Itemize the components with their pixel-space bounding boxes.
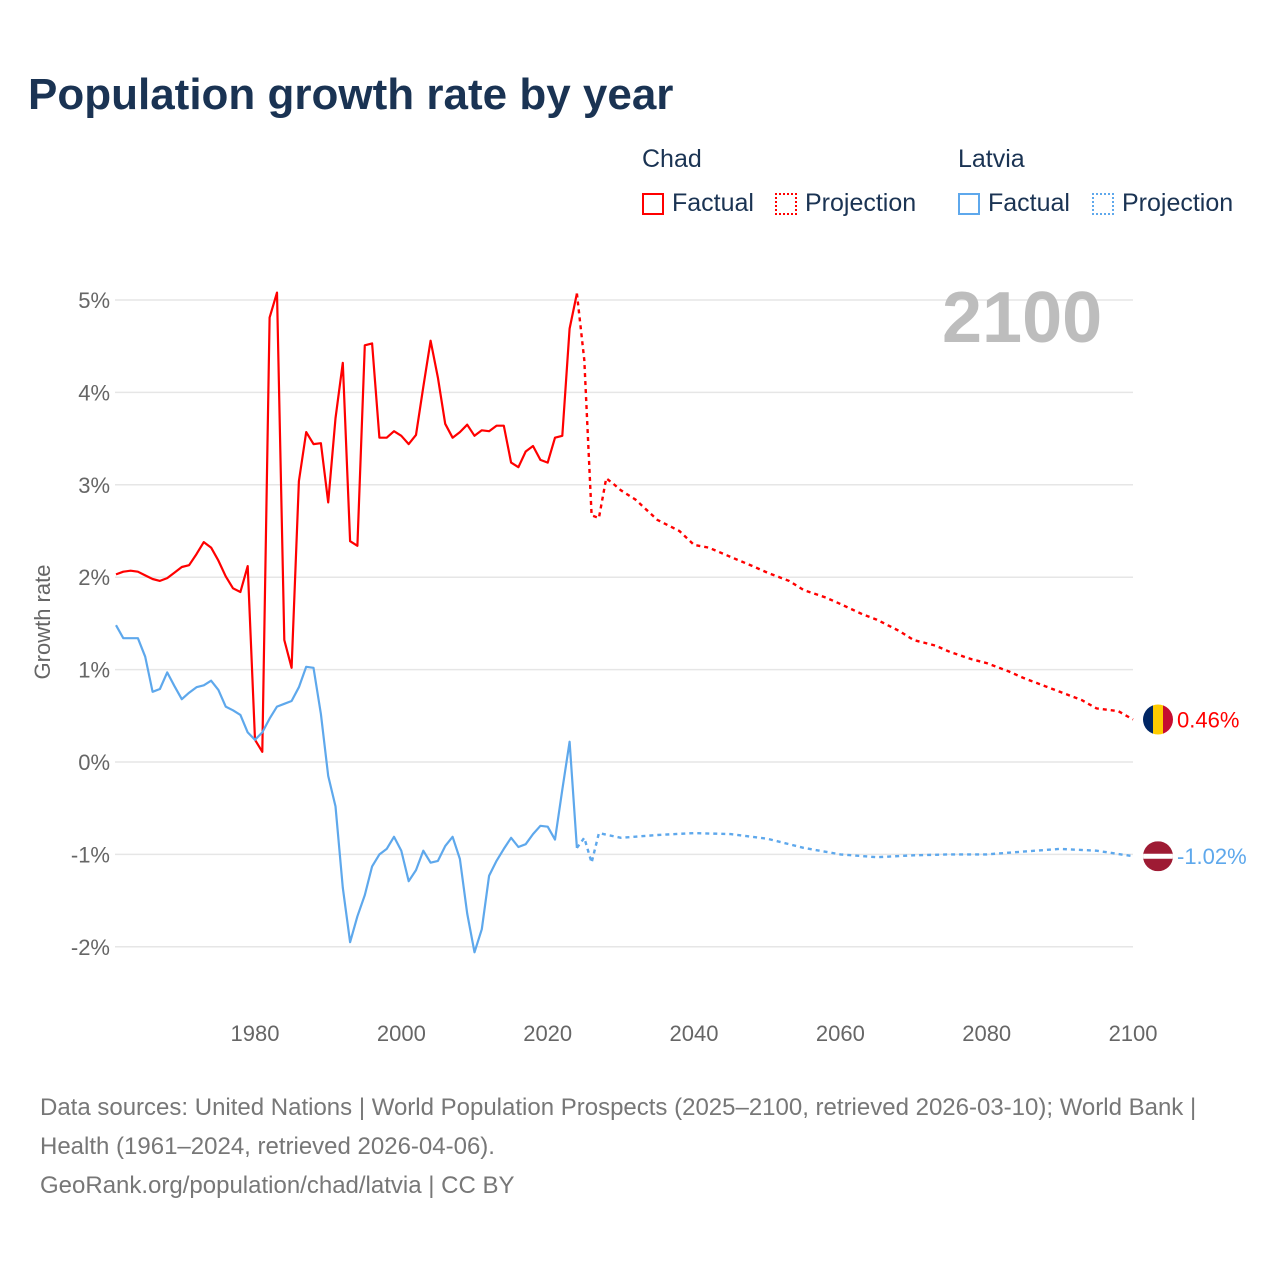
legend-group-chad: Chad — [642, 145, 702, 174]
attribution-link[interactable]: GeoRank.org/population/chad/latvia | CC … — [40, 1172, 515, 1199]
legend-label: Projection — [1122, 189, 1234, 217]
legend-latvia-factual[interactable]: Factual — [958, 189, 1070, 218]
legend-label: Projection — [805, 189, 917, 217]
legend-group-label: Latvia — [958, 145, 1025, 173]
solid-swatch-icon — [642, 192, 664, 215]
x-tick-label: 1980 — [231, 1021, 280, 1046]
y-tick-label: 2% — [78, 565, 110, 590]
chad-factual-line — [115, 291, 578, 753]
legend-label: Factual — [672, 189, 754, 217]
data-sources: Data sources: United Nations | World Pop… — [40, 1094, 1197, 1160]
x-axis-ticks: 1980 2000 2020 2040 2060 2080 2100 — [231, 1021, 1158, 1046]
y-tick-label: 5% — [78, 288, 110, 313]
line-chart: 5% 4% 3% 2% 1% 0% -1% -2% 1980 2000 2020 2040 2060 2… — [30, 278, 1247, 1046]
legend-latvia-projection[interactable]: Projection — [1092, 189, 1233, 218]
chart-title: Population growth rate by year — [28, 70, 674, 119]
legend-chad-projection[interactable]: Projection — [775, 189, 916, 218]
y-tick-label: 3% — [78, 473, 110, 498]
latvia-projection-line — [575, 831, 1134, 868]
x-tick-label: 2000 — [377, 1021, 426, 1046]
y-axis-ticks: 5% 4% 3% 2% 1% 0% -1% -2% — [71, 288, 110, 960]
latvia-end-value-label: -1.02% — [1177, 844, 1247, 869]
legend-label: Factual — [988, 189, 1070, 217]
y-tick-label: 0% — [78, 750, 110, 775]
chad-projection-line — [575, 293, 1134, 721]
solid-swatch-icon — [958, 192, 980, 215]
latvia-flag-icon — [1143, 841, 1173, 872]
series-end-markers: 0.46% -1.02% — [1143, 704, 1247, 872]
y-tick-label: -1% — [71, 842, 110, 867]
gridlines — [115, 299, 1133, 948]
dotted-swatch-icon — [1092, 192, 1114, 215]
y-tick-label: 4% — [78, 380, 110, 405]
y-axis-label: Growth rate — [30, 565, 55, 680]
x-tick-label: 2080 — [962, 1021, 1011, 1046]
x-tick-label: 2020 — [523, 1021, 572, 1046]
x-tick-label: 2040 — [670, 1021, 719, 1046]
series-lines — [115, 291, 1134, 954]
y-tick-label: 1% — [78, 658, 110, 683]
chad-end-value-label: 0.46% — [1177, 707, 1239, 732]
legend-group-label: Chad — [642, 145, 702, 173]
legend-group-latvia: Latvia — [958, 145, 1025, 174]
x-tick-label: 2060 — [816, 1021, 865, 1046]
x-tick-label: 2100 — [1109, 1021, 1158, 1046]
dotted-swatch-icon — [775, 192, 797, 215]
legend-chad-factual[interactable]: Factual — [642, 189, 754, 218]
year-label: 2100 — [942, 278, 1102, 358]
latvia-factual-line — [115, 624, 578, 954]
footer: Data sources: United Nations | World Pop… — [40, 1088, 1240, 1205]
y-tick-label: -2% — [71, 935, 110, 960]
chad-flag-icon — [1143, 704, 1173, 735]
